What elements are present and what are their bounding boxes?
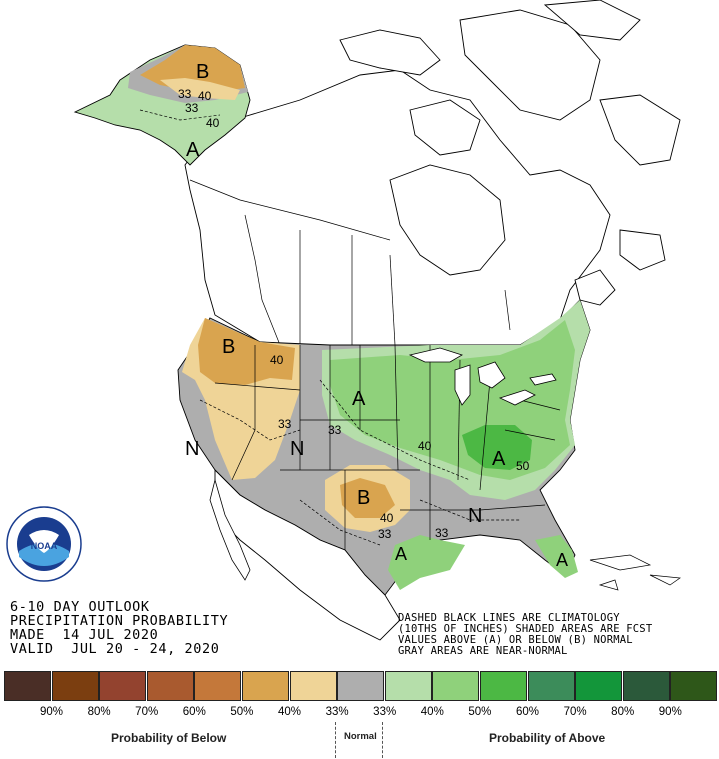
mw-40-label: 40 [418, 439, 432, 453]
florida-a-label: A [556, 550, 568, 570]
legend-percent-label: 50% [468, 706, 492, 718]
legend-percent-label: 60% [182, 706, 206, 718]
alaska-33-label: 33 [178, 87, 192, 101]
legend-swatch [289, 671, 337, 701]
probability-legend [4, 671, 718, 701]
gulf-a-label: A [395, 544, 407, 564]
legend-percent-label: 70% [135, 706, 159, 718]
w-n-label: N [185, 438, 199, 460]
legend-percent-label: 60% [515, 706, 540, 718]
title-line-1: 6-10 DAY OUTLOOK [10, 599, 150, 615]
se-33-label: 33 [435, 526, 449, 540]
note-line-3: VALUES ABOVE (A) OR BELOW (B) NORMAL [398, 634, 633, 646]
above-caption: Probability of Above [489, 731, 606, 745]
mw-a-label: A [352, 388, 366, 410]
legend-percent-label: 80% [87, 706, 111, 718]
legend-swatch [99, 671, 147, 701]
legend-swatch [194, 671, 242, 701]
note-line-4: GRAY AREAS ARE NEAR-NORMAL [398, 645, 568, 657]
legend-percent-labels: 90% 80% 70% 60% 50% 40% 33% 33% 40% 50% 60% 70% 80% 9… [4, 706, 716, 720]
legend-swatch [527, 671, 575, 701]
s-b-label: B [357, 487, 370, 509]
legend-percent-label: 33% [373, 706, 397, 718]
legend-swatch [4, 671, 51, 701]
w-33-label: 33 [278, 417, 292, 431]
great-lakes [408, 347, 557, 406]
gulf-above [388, 535, 465, 590]
title-line-2: PRECIPITATION PROBABILITY [10, 613, 229, 629]
alaska-33b-label: 33 [185, 101, 199, 115]
province-borders [189, 179, 511, 346]
legend-percent-label: 90% [658, 706, 682, 718]
normal-caption: Normal [344, 731, 377, 742]
s-40-label: 40 [380, 511, 394, 525]
legend-swatch [384, 671, 432, 701]
nw-below-40 [198, 318, 295, 385]
title-line-3: MADE 14 JUL 2020 [10, 627, 159, 643]
legend-swatch [479, 671, 527, 701]
legend-swatch [432, 671, 480, 701]
below-caption: Probability of Below [111, 731, 227, 745]
legend-swatch [622, 671, 670, 701]
hudson-bay [389, 164, 506, 276]
legend-percent-label: 40% [277, 706, 302, 718]
legend-percent-label: 40% [420, 706, 444, 718]
legend-swatch [146, 671, 194, 701]
east-50-label: 50 [516, 459, 530, 473]
normal-divider-right [382, 722, 383, 758]
alaska-below-33 [160, 78, 240, 100]
alaska-a-label: A [186, 139, 200, 161]
climatology-lines [139, 109, 520, 546]
noaa-logo: NOAA [6, 506, 82, 582]
east-a-label: A [492, 448, 506, 470]
legend-percent-label: 90% [39, 706, 64, 718]
nw-b-label: B [222, 336, 235, 358]
legend-note-block: DASHED BLACK LINES ARE CLIMATOLOGY (10THS… [398, 613, 652, 657]
caribbean-islands [589, 554, 681, 591]
noaa-logo-text: NOAA [31, 541, 58, 551]
legend-swatch [575, 671, 623, 701]
note-line-2: (10THS OF INCHES) SHADED AREAS ARE FCST [398, 623, 653, 635]
se-n-label: N [468, 505, 482, 527]
c-n-label: N [290, 438, 304, 460]
normal-divider-left [335, 722, 336, 758]
legend-swatch [670, 671, 718, 701]
note-line-1: DASHED BLACK LINES ARE CLIMATOLOGY [398, 612, 620, 624]
legend-percent-label: 33% [325, 706, 349, 718]
c-33-label: 33 [328, 423, 342, 437]
east-above-50 [462, 425, 532, 470]
baja-california [209, 478, 251, 581]
legend-swatch [51, 671, 99, 701]
legend-percent-label: 80% [611, 706, 635, 718]
alaska-40-label: 40 [198, 89, 212, 103]
florida-above [535, 535, 578, 578]
legend-swatch [241, 671, 289, 701]
legend-percent-label: 70% [563, 706, 587, 718]
outlook-title-block: 6-10 DAY OUTLOOK PRECIPITATION PROBABILIT… [10, 600, 228, 656]
nw-40-label: 40 [270, 353, 284, 367]
legend-swatch [337, 671, 385, 701]
precipitation-outlook-map: B 40 33 33 40 A B 40 33 N N 33 A 40 A 50… [73, 0, 681, 641]
alaska-40b-label: 40 [206, 116, 220, 130]
legend-percent-label: 50% [230, 706, 254, 718]
s-33-label: 33 [378, 527, 392, 541]
title-line-4: VALID JUL 20 - 24, 2020 [10, 641, 220, 657]
alaska-b-label: B [196, 61, 209, 83]
plains-below-40 [340, 478, 395, 518]
